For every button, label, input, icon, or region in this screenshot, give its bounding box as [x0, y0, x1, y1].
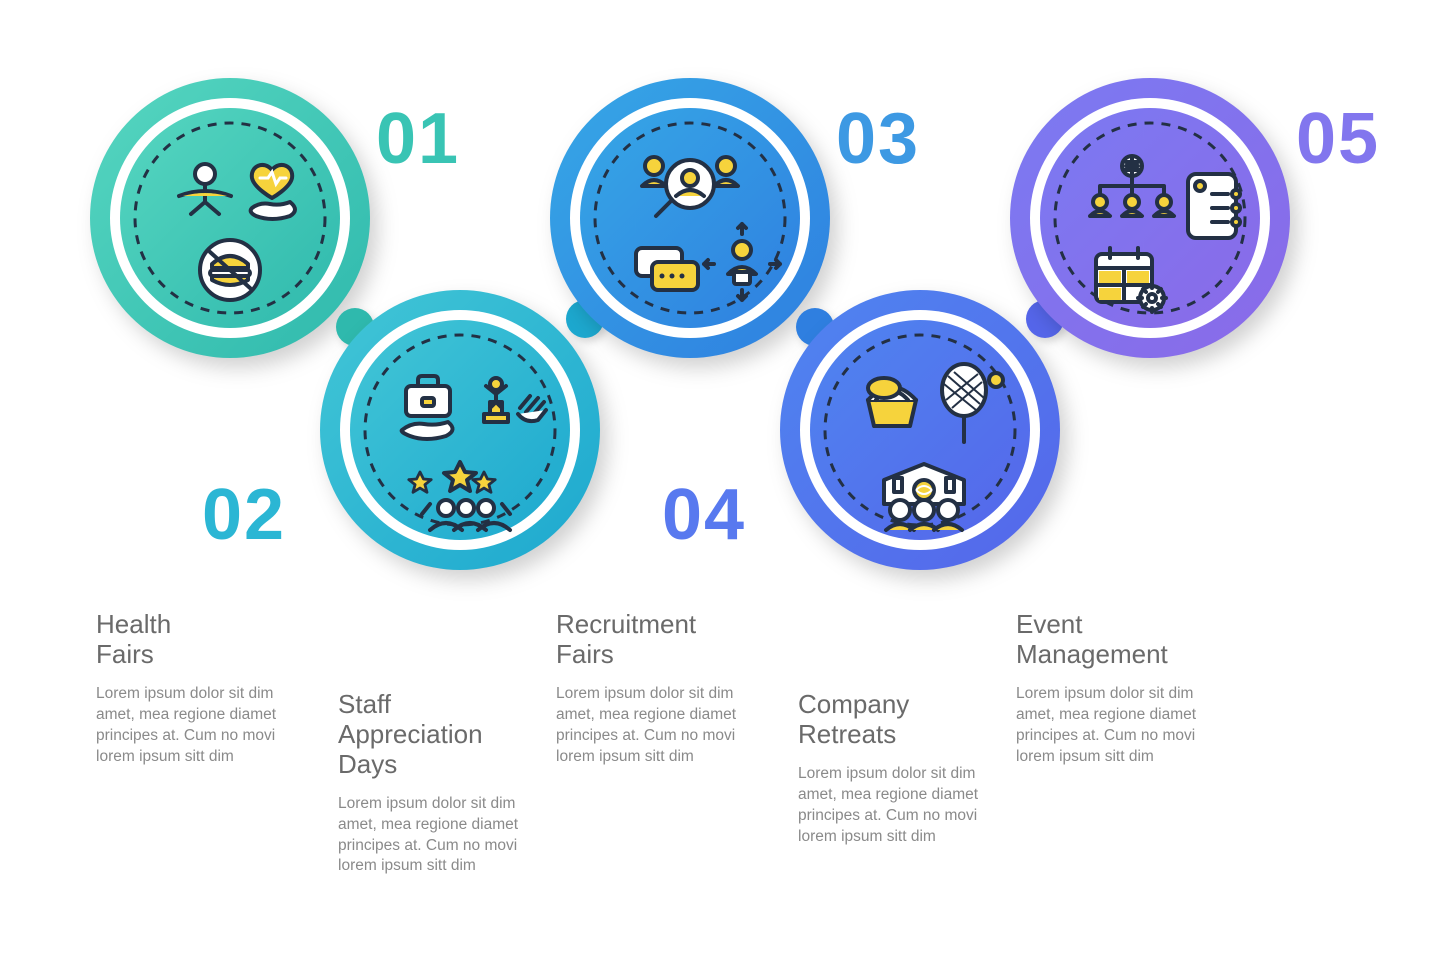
step-circle-5	[1010, 78, 1290, 358]
step-text-4: Company Retreats Lorem ipsum dolor sit di…	[798, 690, 1018, 847]
step-text-3: Recruitment Fairs Lorem ipsum dolor sit d…	[556, 610, 776, 767]
step-number-4: 04	[662, 474, 746, 556]
step-body: Lorem ipsum dolor sit dim amet, mea regi…	[338, 794, 558, 878]
step-text-1: Health Fairs Lorem ipsum dolor sit dim am…	[96, 610, 316, 767]
step-number-5: 05	[1296, 98, 1380, 180]
step-title: Staff Appreciation Days	[338, 690, 558, 780]
event-icon	[1010, 78, 1290, 358]
step-title: Recruitment Fairs	[556, 610, 776, 670]
step-text-2: Staff Appreciation Days Lorem ipsum dolor…	[338, 690, 558, 877]
step-number-2: 02	[202, 474, 286, 556]
step-body: Lorem ipsum dolor sit dim amet, mea regi…	[798, 764, 1018, 848]
step-text-5: Event Management Lorem ipsum dolor sit di…	[1016, 610, 1236, 767]
step-title: Company Retreats	[798, 690, 1018, 750]
step-number-1: 01	[376, 98, 460, 180]
step-title: Event Management	[1016, 610, 1236, 670]
step-body: Lorem ipsum dolor sit dim amet, mea regi…	[556, 684, 776, 768]
step-body: Lorem ipsum dolor sit dim amet, mea regi…	[1016, 684, 1236, 768]
step-number-3: 03	[836, 98, 920, 180]
step-title: Health Fairs	[96, 610, 316, 670]
step-body: Lorem ipsum dolor sit dim amet, mea regi…	[96, 684, 316, 768]
